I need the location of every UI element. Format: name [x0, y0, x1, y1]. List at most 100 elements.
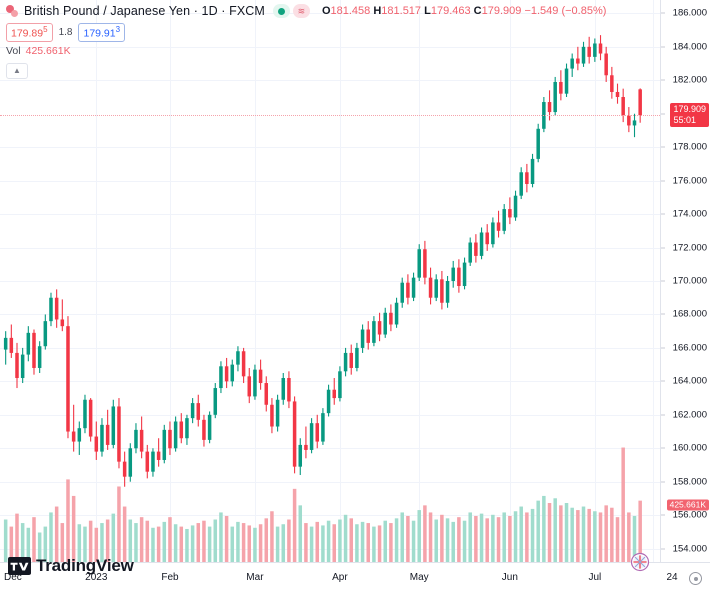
- chart-plot-area[interactable]: [0, 0, 660, 562]
- candle-body: [332, 389, 336, 399]
- time-scale[interactable]: Dec 2023 Feb Mar Apr May Jun Jul 24: [0, 562, 710, 600]
- candle-body: [298, 444, 303, 467]
- eye-icon[interactable]: [272, 4, 290, 18]
- bid-price[interactable]: 179.895: [6, 23, 53, 42]
- candlestick: [236, 346, 240, 372]
- volume-bar: [610, 507, 614, 562]
- candle-body: [485, 232, 489, 245]
- candlestick: [54, 289, 59, 328]
- price-scale[interactable]: 186.000 184.000 182.000 178.000 176.000 174.0…: [660, 0, 710, 562]
- settings-icon[interactable]: ≋: [292, 4, 310, 18]
- horizontal-gridline: [0, 515, 660, 516]
- ohlc-h-value: 181.517: [381, 5, 422, 17]
- candle-body: [134, 429, 138, 449]
- volume-bar: [491, 514, 495, 562]
- volume-bar: [270, 511, 274, 562]
- volume-bar: [71, 495, 76, 562]
- horizontal-gridline: [0, 415, 660, 416]
- candle-body: [111, 406, 116, 445]
- volume-legend-row: Vol 425.661K: [6, 45, 606, 59]
- candlestick: [60, 299, 65, 332]
- current-price-line: [0, 115, 660, 117]
- volume-bar: [400, 512, 404, 562]
- candle-body: [83, 399, 87, 429]
- candle-body: [434, 279, 438, 298]
- candle-body: [462, 262, 467, 287]
- horizontal-gridline: [0, 248, 660, 249]
- horizontal-gridline: [0, 281, 660, 282]
- volume-bar: [406, 515, 410, 562]
- candle-body: [457, 267, 461, 287]
- candlestick: [292, 396, 297, 474]
- volume-bar: [468, 512, 472, 562]
- volume-bar: [54, 506, 59, 562]
- time-tick-label: 24: [666, 572, 678, 583]
- price-tick-mark: [661, 213, 665, 215]
- volume-bar: [100, 523, 104, 562]
- volume-bar: [111, 513, 116, 562]
- volume-bar: [530, 508, 535, 562]
- volume-bar: [156, 526, 161, 562]
- candlestick: [162, 424, 167, 464]
- volume-bar: [581, 506, 586, 562]
- horizontal-gridline: [0, 448, 660, 449]
- price-tick-mark: [661, 347, 665, 349]
- price-tick-mark: [661, 79, 665, 81]
- candlestick: [139, 416, 144, 459]
- ohlc-values: O181.458 H181.517 L179.463 C179.909 −1.5…: [322, 5, 606, 17]
- candle-body: [372, 321, 376, 343]
- current-price-badge[interactable]: 179.909 55:01: [670, 103, 709, 128]
- time-tick-label: Mar: [246, 572, 264, 583]
- volume-bar: [196, 523, 201, 562]
- candle-body: [423, 249, 427, 278]
- candle-body: [570, 58, 574, 69]
- chevron-up-icon[interactable]: ▲: [6, 63, 28, 79]
- volume-value: 425.661K: [25, 45, 71, 57]
- candle-body: [219, 366, 223, 389]
- volume-bar: [638, 500, 642, 562]
- candle-body: [26, 332, 31, 355]
- candle-body: [168, 429, 172, 449]
- candlestick: [117, 398, 121, 469]
- candle-body: [411, 277, 416, 298]
- volume-badge[interactable]: 425.661K: [666, 499, 709, 511]
- gbp-jpy-flag-icon: [6, 4, 19, 18]
- volume-bar: [542, 495, 546, 562]
- symbol-title[interactable]: British Pound / Japanese Yen · 1D · FXCM: [24, 4, 265, 18]
- volume-bar: [105, 519, 110, 562]
- candlestick: [553, 76, 557, 116]
- horizontal-gridline: [0, 147, 660, 148]
- candle-body: [406, 282, 410, 298]
- volume-bar: [185, 528, 189, 562]
- volume-bar: [207, 526, 212, 562]
- volume-bar: [428, 512, 433, 562]
- uk-flag-event-icon[interactable]: [630, 552, 650, 572]
- volume-bar: [553, 498, 557, 562]
- ask-price[interactable]: 179.913: [78, 23, 126, 42]
- candle-body: [479, 232, 484, 256]
- volume-bar: [332, 524, 336, 562]
- ask-value: 179.91: [83, 27, 116, 40]
- candlestick: [122, 451, 127, 487]
- volume-bar: [287, 519, 291, 562]
- candle-body: [525, 172, 529, 184]
- vertical-gridline: [170, 0, 171, 562]
- candlestick: [519, 167, 523, 200]
- volume-bar: [445, 518, 450, 562]
- candlestick: [581, 41, 586, 67]
- price-series-svg: [3, 35, 642, 562]
- candle-body: [247, 376, 252, 397]
- candle-body: [15, 352, 19, 379]
- candlestick: [462, 257, 467, 290]
- candle-body: [581, 46, 586, 64]
- timescale-settings-icon[interactable]: [689, 572, 702, 585]
- candlestick: [179, 413, 184, 444]
- candle-body: [241, 351, 246, 377]
- volume-bar: [151, 527, 155, 562]
- candle-body: [128, 448, 133, 477]
- volume-bar: [621, 447, 625, 562]
- volume-bar: [457, 517, 461, 562]
- candle-body: [60, 319, 65, 327]
- candlestick: [151, 448, 155, 477]
- ohlc-o-label: O: [321, 5, 331, 17]
